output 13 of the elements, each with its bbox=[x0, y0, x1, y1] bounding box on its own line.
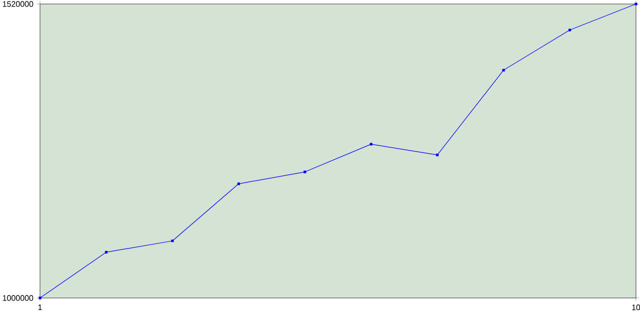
point bbox=[370, 142, 372, 146]
point bbox=[104, 250, 108, 254]
y-tick-label: 1520000 bbox=[2, 1, 34, 7]
x-tick-label: 1 bbox=[38, 304, 42, 310]
point bbox=[304, 170, 306, 174]
y-tick-label: 1000000 bbox=[2, 295, 34, 301]
point bbox=[38, 296, 42, 300]
point bbox=[171, 240, 174, 242]
point bbox=[634, 2, 638, 6]
point bbox=[568, 28, 572, 32]
point bbox=[502, 68, 505, 72]
x-tick-label: 10 bbox=[632, 304, 640, 310]
point bbox=[436, 154, 439, 156]
